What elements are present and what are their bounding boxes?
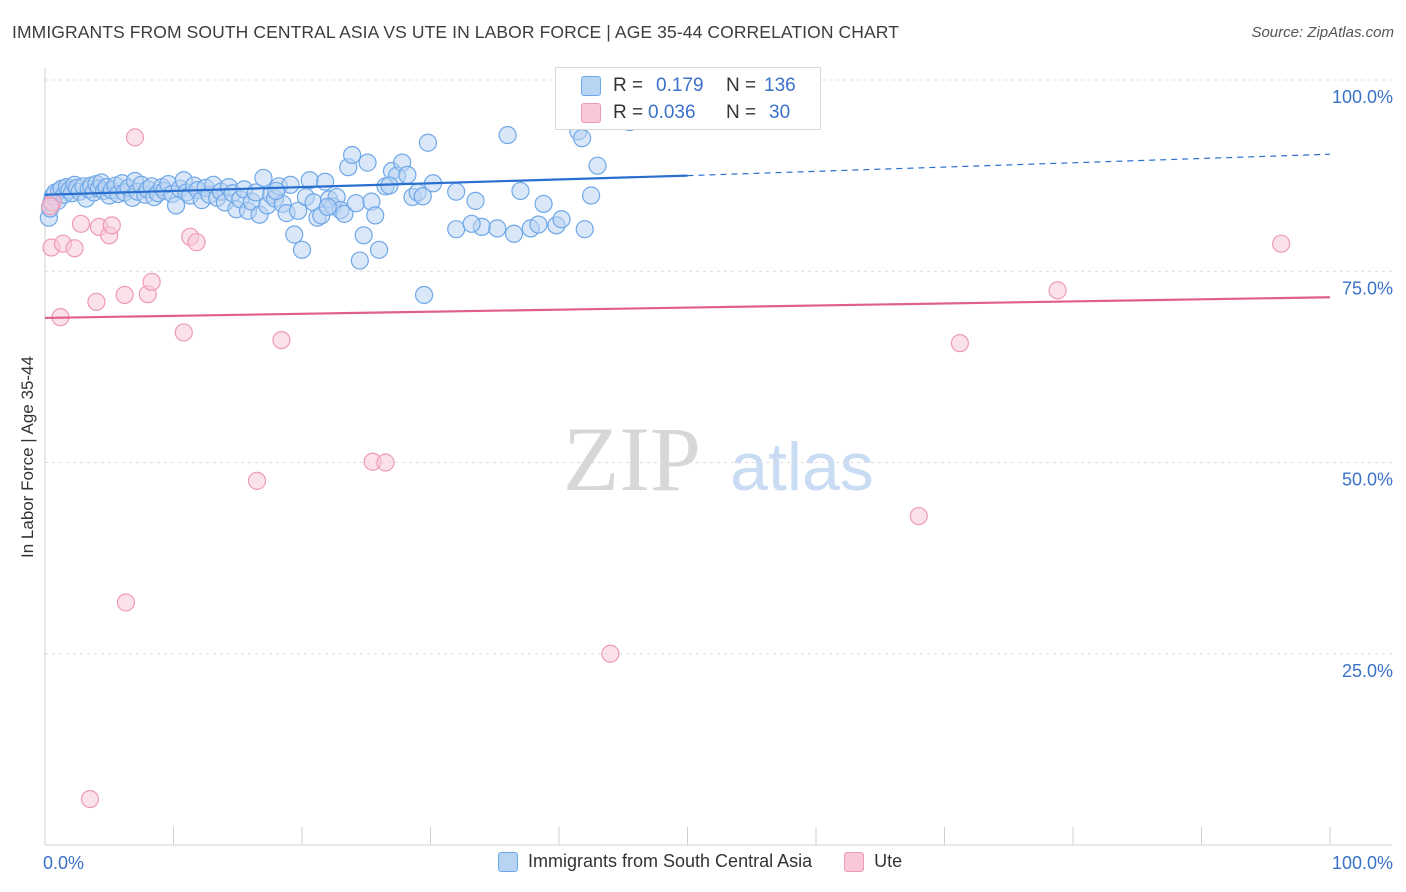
data-point-ute[interactable] — [247, 471, 267, 490]
n-label: N = — [726, 75, 757, 96]
data-point-immigrants[interactable] — [370, 240, 389, 259]
data-point-ute[interactable] — [601, 644, 620, 663]
x-tick-label-max: 100.0% — [1332, 853, 1393, 873]
x-tick-label-min: 0.0% — [43, 853, 84, 873]
data-point-ute[interactable] — [71, 214, 91, 233]
data-point-immigrants[interactable] — [534, 194, 553, 214]
legend-item-series-1[interactable]: Immigrants from South Central Asia — [498, 851, 812, 872]
data-point-immigrants[interactable] — [418, 133, 438, 152]
data-point-ute[interactable] — [174, 323, 193, 342]
n-value: 30 — [769, 102, 791, 123]
data-point-immigrants[interactable] — [398, 165, 417, 184]
legend-swatch-series-1 — [498, 851, 518, 872]
data-point-immigrants[interactable] — [582, 186, 601, 205]
data-point-immigrants[interactable] — [529, 215, 548, 234]
trend-line-series-2 — [44, 296, 1331, 320]
data-point-immigrants[interactable] — [488, 219, 507, 238]
data-point-immigrants[interactable] — [573, 129, 592, 148]
data-point-immigrants[interactable] — [552, 210, 571, 229]
series-1-swatch — [581, 76, 601, 96]
data-point-ute[interactable] — [102, 216, 121, 235]
data-point-immigrants[interactable] — [414, 285, 434, 305]
legend-item-series-2[interactable]: Ute — [844, 851, 902, 872]
data-point-ute[interactable] — [909, 506, 928, 526]
data-point-immigrants[interactable] — [166, 196, 186, 215]
n-value: 136 — [764, 75, 796, 96]
chart-legend: Immigrants from South Central Asia Ute — [498, 851, 934, 872]
data-point-ute[interactable] — [125, 128, 145, 147]
watermark-atlas: atlas — [730, 429, 874, 505]
data-point-immigrants[interactable] — [254, 168, 273, 188]
source-credit: Source: ZipAtlas.com — [1251, 24, 1394, 41]
data-point-ute[interactable] — [41, 197, 60, 216]
data-point-immigrants[interactable] — [335, 204, 354, 223]
data-point-immigrants[interactable] — [316, 172, 335, 191]
y-axis-label: In Labor Force | Age 35-44 — [18, 356, 37, 558]
y-tick-label: 50.0% — [1342, 470, 1393, 490]
data-point-immigrants[interactable] — [447, 220, 466, 239]
r-value: 0.179 — [656, 75, 704, 96]
trend-line-extension-series-1 — [687, 153, 1331, 177]
data-point-immigrants[interactable] — [343, 145, 362, 165]
series-1-points — [39, 70, 664, 305]
data-point-immigrants[interactable] — [447, 182, 466, 201]
data-point-immigrants[interactable] — [289, 201, 308, 220]
data-point-immigrants[interactable] — [358, 153, 377, 172]
data-point-immigrants[interactable] — [588, 156, 607, 175]
data-point-ute[interactable] — [65, 239, 84, 258]
data-point-ute[interactable] — [80, 789, 100, 809]
y-tick-label: 25.0% — [1342, 661, 1393, 681]
data-point-immigrants[interactable] — [498, 125, 517, 145]
data-point-ute[interactable] — [187, 233, 206, 252]
legend-swatch-series-2 — [844, 851, 865, 872]
data-point-ute[interactable] — [1048, 281, 1067, 300]
series-2-points — [41, 70, 1291, 809]
data-point-ute[interactable] — [87, 292, 106, 311]
r-label: R = — [613, 75, 644, 96]
trend-line-series-1 — [44, 174, 688, 196]
data-point-immigrants[interactable] — [511, 181, 530, 201]
y-tick-label: 75.0% — [1342, 278, 1393, 298]
r-value: 0.036 — [648, 102, 696, 123]
data-point-immigrants[interactable] — [318, 197, 337, 217]
data-point-immigrants[interactable] — [504, 224, 524, 243]
data-point-ute[interactable] — [950, 334, 970, 353]
data-point-ute[interactable] — [1272, 234, 1291, 253]
legend-label-series-1: Immigrants from South Central Asia — [528, 851, 813, 871]
n-label: N = — [726, 102, 757, 123]
data-point-ute[interactable] — [142, 272, 161, 292]
chart-title: IMMIGRANTS FROM SOUTH CENTRAL ASIA VS UT… — [12, 22, 900, 42]
data-point-ute[interactable] — [115, 285, 134, 305]
data-point-immigrants[interactable] — [346, 194, 366, 213]
data-point-immigrants[interactable] — [292, 240, 312, 259]
r-label: R = — [613, 102, 644, 123]
legend-label-series-2: Ute — [874, 851, 903, 871]
data-point-ute[interactable] — [116, 593, 136, 612]
data-point-immigrants[interactable] — [413, 187, 432, 206]
data-point-immigrants[interactable] — [466, 191, 485, 210]
data-point-immigrants[interactable] — [366, 206, 385, 225]
data-point-immigrants[interactable] — [575, 220, 594, 239]
data-point-immigrants[interactable] — [350, 251, 369, 270]
series-2-swatch — [581, 103, 601, 123]
data-point-immigrants[interactable] — [462, 214, 481, 233]
data-point-immigrants[interactable] — [354, 226, 373, 245]
y-tick-label: 100.0% — [1332, 87, 1393, 107]
watermark-zip: ZIP — [563, 408, 701, 510]
data-point-immigrants[interactable] — [285, 225, 304, 244]
stats-box: R = 0.179 N = 136 R = 0.036 N = 30 — [555, 67, 821, 130]
data-point-ute[interactable] — [376, 453, 395, 472]
data-point-ute[interactable] — [272, 331, 291, 350]
data-point-immigrants[interactable] — [267, 181, 286, 201]
